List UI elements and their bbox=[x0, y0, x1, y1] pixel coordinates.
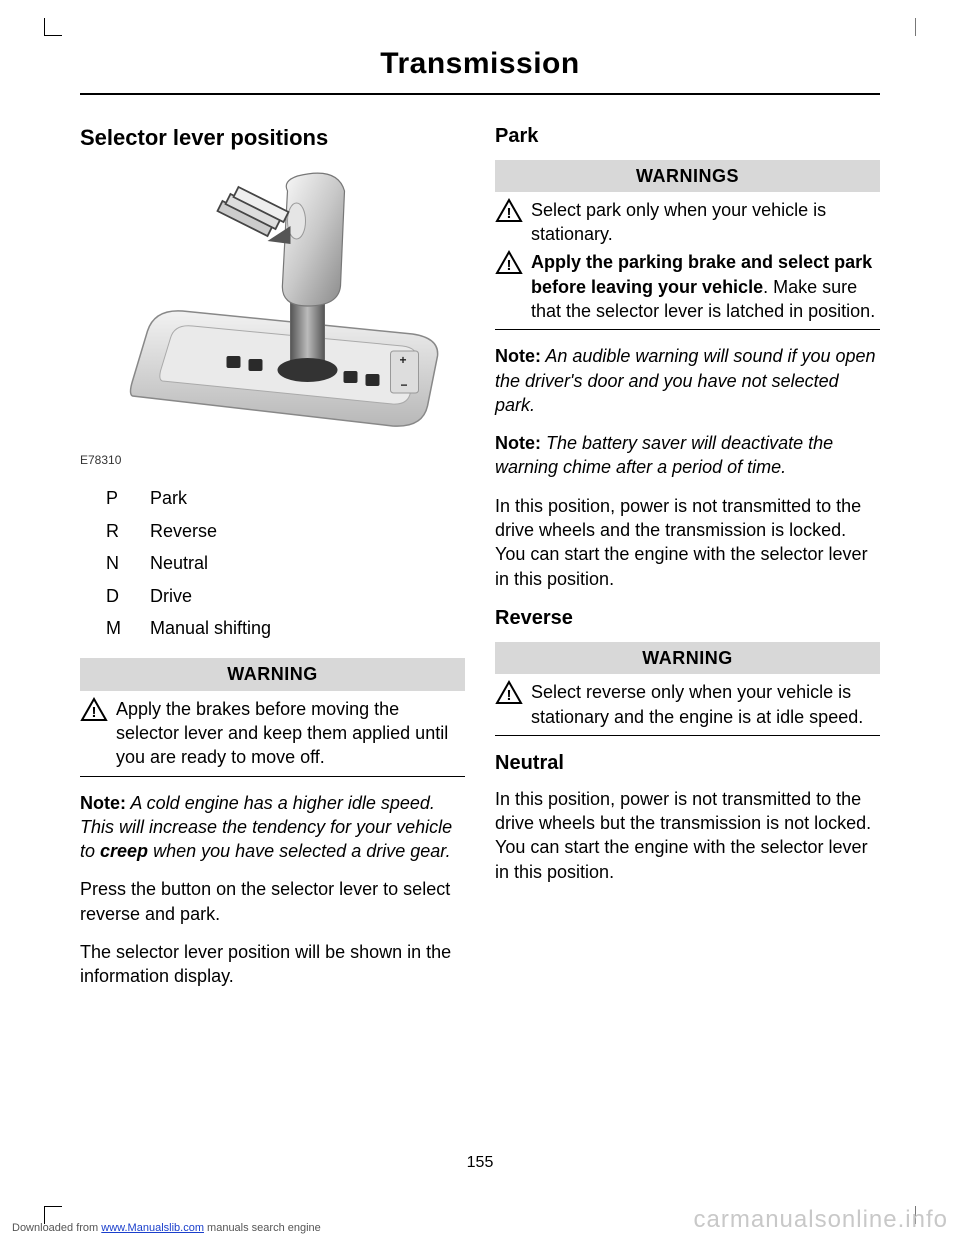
def-val: Park bbox=[150, 482, 465, 514]
watermark: carmanualsonline.info bbox=[694, 1204, 948, 1236]
footer-source: Downloaded from www.Manualslib.com manua… bbox=[12, 1221, 321, 1236]
footer-link[interactable]: www.Manualslib.com bbox=[101, 1222, 204, 1234]
def-key: P bbox=[106, 482, 150, 514]
svg-text:!: ! bbox=[507, 205, 512, 222]
svg-text:+: + bbox=[400, 353, 407, 367]
svg-text:!: ! bbox=[507, 687, 512, 704]
note-paragraph: Note: The battery saver will deactivate … bbox=[495, 431, 880, 480]
right-column: Park WARNINGS ! Select park only when yo… bbox=[495, 123, 880, 1003]
note-bold: creep bbox=[100, 841, 148, 861]
svg-text:!: ! bbox=[92, 704, 97, 721]
def-key: D bbox=[106, 580, 150, 612]
warnings-header: WARNINGS bbox=[495, 160, 880, 192]
warning-text: Select reverse only when your vehicle is… bbox=[531, 680, 880, 729]
note-text: An audible warning will sound if you ope… bbox=[495, 346, 876, 415]
footer-post: manuals search engine bbox=[204, 1222, 321, 1234]
def-key: R bbox=[106, 515, 150, 547]
warning-item: ! Apply the parking brake and select par… bbox=[495, 250, 880, 323]
note-text: The battery saver will deactivate the wa… bbox=[495, 433, 833, 477]
warning-end-rule bbox=[495, 735, 880, 736]
warning-triangle-icon: ! bbox=[495, 680, 523, 729]
note-paragraph: Note: An audible warning will sound if y… bbox=[495, 344, 880, 417]
footer-pre: Downloaded from bbox=[12, 1222, 101, 1234]
note-paragraph: Note: A cold engine has a higher idle sp… bbox=[80, 791, 465, 864]
def-row: MManual shifting bbox=[106, 612, 465, 644]
svg-text:!: ! bbox=[507, 257, 512, 274]
def-row: RReverse bbox=[106, 515, 465, 547]
park-heading: Park bbox=[495, 123, 880, 150]
neutral-heading: Neutral bbox=[495, 750, 880, 777]
body-paragraph: In this position, power is not transmitt… bbox=[495, 494, 880, 591]
body-paragraph: In this position, power is not transmitt… bbox=[495, 787, 880, 884]
warning-item: ! Select reverse only when your vehicle … bbox=[495, 680, 880, 729]
warning-text: Select park only when your vehicle is st… bbox=[531, 198, 880, 247]
crop-mark-tl bbox=[44, 18, 62, 36]
two-column-layout: Selector lever positions bbox=[80, 123, 880, 1003]
warning-triangle-icon: ! bbox=[495, 198, 523, 247]
page-content: Transmission Selector lever positions bbox=[80, 44, 880, 1198]
def-key: N bbox=[106, 547, 150, 579]
page-number: 155 bbox=[80, 1152, 880, 1174]
page-title: Transmission bbox=[80, 44, 880, 85]
crop-mark-tr bbox=[914, 18, 916, 36]
warning-item: ! Select park only when your vehicle is … bbox=[495, 198, 880, 247]
warning-end-rule bbox=[495, 329, 880, 330]
def-val: Neutral bbox=[150, 547, 465, 579]
figure-id: E78310 bbox=[80, 452, 465, 468]
def-row: NNeutral bbox=[106, 547, 465, 579]
def-val: Manual shifting bbox=[150, 612, 465, 644]
note-label: Note: bbox=[495, 346, 541, 366]
warning-end-rule bbox=[80, 776, 465, 777]
def-row: DDrive bbox=[106, 580, 465, 612]
note-label: Note: bbox=[495, 433, 541, 453]
warning-header: WARNING bbox=[495, 642, 880, 674]
svg-text:−: − bbox=[401, 378, 408, 392]
warning-text: Apply the parking brake and select park … bbox=[531, 250, 880, 323]
position-definitions: PPark RReverse NNeutral DDrive MManual s… bbox=[106, 482, 465, 644]
note-text-b: when you have selected a drive gear. bbox=[148, 841, 451, 861]
def-row: PPark bbox=[106, 482, 465, 514]
selector-heading: Selector lever positions bbox=[80, 123, 465, 153]
warning-triangle-icon: ! bbox=[80, 697, 108, 770]
warning-triangle-icon: ! bbox=[495, 250, 523, 323]
warning-text: Apply the brakes before moving the selec… bbox=[116, 697, 465, 770]
selector-lever-svg: + − bbox=[80, 166, 465, 446]
body-paragraph: Press the button on the selector lever t… bbox=[80, 877, 465, 926]
warning-item: ! Apply the brakes before moving the sel… bbox=[80, 697, 465, 770]
warning-header: WARNING bbox=[80, 658, 465, 690]
left-column: Selector lever positions bbox=[80, 123, 465, 1003]
header-rule bbox=[80, 93, 880, 95]
def-key: M bbox=[106, 612, 150, 644]
note-label: Note: bbox=[80, 793, 126, 813]
def-val: Drive bbox=[150, 580, 465, 612]
reverse-heading: Reverse bbox=[495, 605, 880, 632]
def-val: Reverse bbox=[150, 515, 465, 547]
selector-lever-figure: + − bbox=[80, 166, 465, 446]
body-paragraph: The selector lever position will be show… bbox=[80, 940, 465, 989]
